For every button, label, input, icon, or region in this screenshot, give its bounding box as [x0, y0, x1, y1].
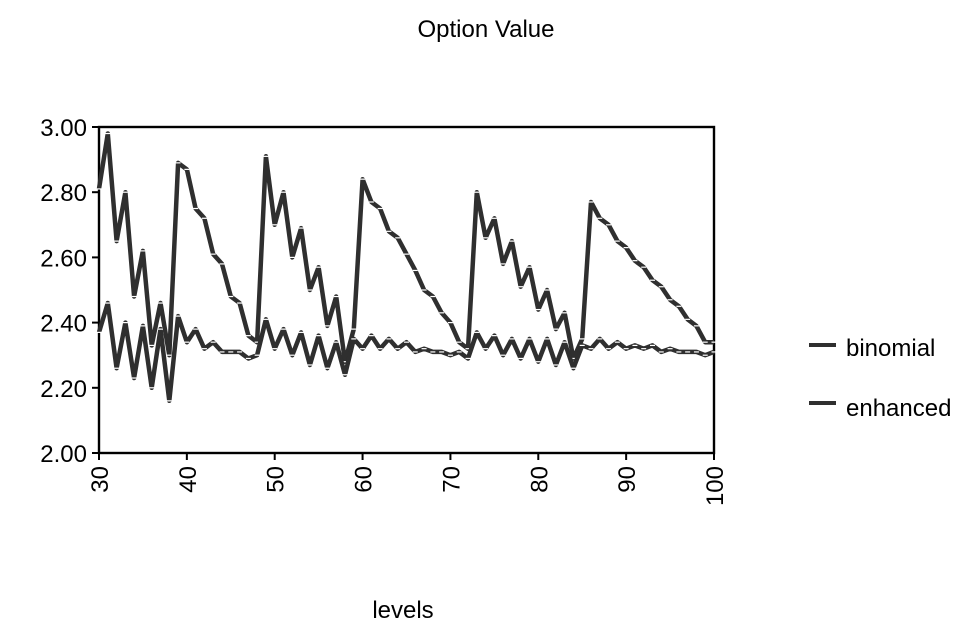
legend-label-binomial: binomial	[846, 335, 935, 362]
series-binomial	[96, 131, 717, 364]
x-tick-label: 80	[526, 466, 553, 493]
x-axis: 30 40 50 60 70 80 90 100	[87, 453, 729, 506]
legend-item-enhanced[interactable]: enhanced	[809, 395, 951, 422]
legend-label-enhanced: enhanced	[846, 395, 951, 422]
x-tick-label: 40	[175, 466, 202, 493]
y-tick-label: 2.80	[40, 180, 87, 207]
series-layer	[96, 131, 717, 404]
chart-title: Option Value	[418, 16, 555, 43]
x-tick-label: 90	[614, 466, 641, 493]
x-axis-label: levels	[372, 597, 433, 622]
series-enhanced	[96, 300, 717, 404]
x-tick-label: 100	[702, 466, 729, 506]
x-tick-label: 60	[351, 466, 378, 493]
legend-item-binomial[interactable]: binomial	[809, 335, 935, 362]
y-tick-label: 2.20	[40, 376, 87, 403]
y-tick-label: 3.00	[40, 115, 87, 142]
x-tick-label: 30	[87, 466, 114, 493]
y-tick-label: 2.60	[40, 245, 87, 272]
y-tick-label: 2.40	[40, 311, 87, 338]
legend: binomial enhanced	[809, 335, 951, 422]
series-line-enhanced	[96, 300, 715, 404]
plot-area: 2.00 2.20 2.40 2.60 2.80 3.00 30 40 50 60 70 80 90 1…	[40, 115, 729, 506]
x-tick-label: 70	[438, 466, 465, 493]
y-axis: 2.00 2.20 2.40 2.60 2.80 3.00	[40, 115, 99, 468]
x-tick-label: 50	[263, 466, 290, 493]
plot-frame	[97, 125, 716, 455]
y-tick-label: 2.00	[40, 441, 87, 468]
series-line-binomial	[96, 131, 714, 364]
